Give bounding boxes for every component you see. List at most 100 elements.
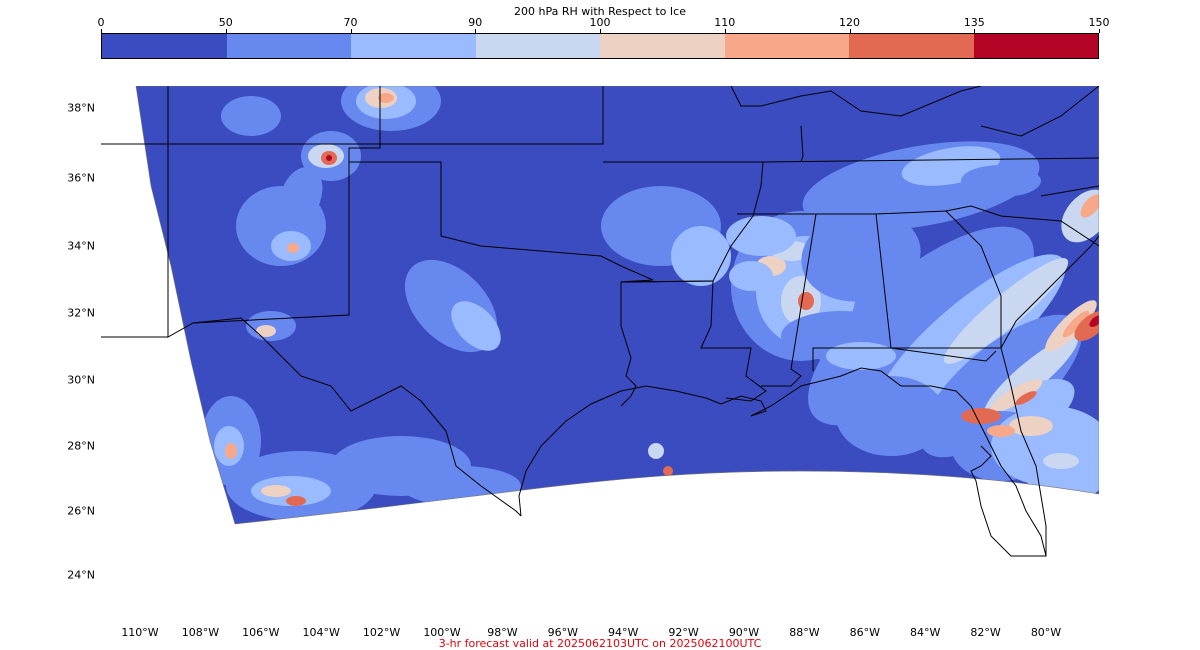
- latitude-label: 28°N: [67, 439, 95, 453]
- rh-contour-level-110: [287, 243, 299, 253]
- rh-contour-level-110: [225, 443, 237, 459]
- gulf-coast-east: [720, 367, 1047, 557]
- longitude-label: 88°W: [789, 626, 820, 639]
- rh-contour-level-135: [326, 155, 332, 161]
- tennessee-border: [762, 125, 1099, 163]
- colorbar-tick-label: 110: [714, 16, 736, 29]
- forecast-domain-outline: [135, 86, 1099, 525]
- longitude-label: 94°W: [608, 626, 639, 639]
- colorbar-title: 200 hPa RH with Respect to Ice: [514, 5, 686, 18]
- longitude-label: 110°W: [121, 626, 159, 639]
- rh-contour-level-50: [808, 226, 1034, 426]
- colorbar-tick-mark: [101, 29, 102, 33]
- forecast-caption: 3-hr forecast valid at 2025062103UTC on …: [438, 637, 762, 650]
- rh-contour-level-50: [801, 210, 921, 302]
- colorbar-tick-label: 100: [589, 16, 611, 29]
- longitude-label: 92°W: [668, 626, 699, 639]
- carolinas-border: [945, 185, 1099, 247]
- colorbar-tick-label: 50: [218, 16, 233, 29]
- state-boundaries: [101, 86, 1099, 557]
- colorbar-tick-label: 120: [839, 16, 860, 29]
- colorbar-segment: [849, 34, 974, 58]
- rh-contour-level-70: [451, 301, 501, 351]
- colorbar-tick-mark: [600, 29, 601, 33]
- latitude-label: 36°N: [67, 171, 95, 185]
- rh-contour-level-120: [798, 292, 814, 310]
- rh-contour-level-120: [961, 408, 1001, 424]
- longitude-label: 98°W: [487, 626, 518, 639]
- texas-border: [192, 279, 654, 517]
- latitude-label: 24°N: [67, 568, 95, 582]
- rh-contour-level-110: [1080, 194, 1099, 218]
- colorbar-tick-label: 70: [343, 16, 358, 29]
- latitude-label: 26°N: [67, 504, 95, 518]
- arizona-border: [101, 143, 168, 338]
- colorbar-tick-label: 135: [963, 16, 985, 29]
- colorado-kansas-border: [168, 86, 604, 145]
- rh-contour-level-70: [726, 216, 796, 256]
- rh-contour-level-100: [1009, 416, 1053, 436]
- rh-contour-level-50: [221, 96, 281, 136]
- rh-contour-level-110: [987, 425, 1015, 437]
- latitude-label: 30°N: [67, 373, 95, 387]
- rh-contour-level-90: [1043, 453, 1079, 469]
- kentucky-border: [730, 86, 982, 117]
- longitude-label: 100°W: [423, 626, 461, 639]
- longitude-label: 90°W: [728, 626, 760, 639]
- longitude-label: 80°W: [1030, 626, 1062, 639]
- rh-contour-level-90: [648, 443, 664, 459]
- longitude-label: 82°W: [970, 626, 1001, 639]
- colorbar-tick-mark: [724, 29, 726, 33]
- map-canvas: [101, 86, 1099, 557]
- longitude-label: 106°W: [242, 626, 280, 639]
- latitude-label: 32°N: [67, 306, 95, 320]
- colorbar-tick-mark: [1099, 29, 1100, 33]
- colorbar: [101, 33, 1099, 59]
- rh-contour-level-100: [989, 379, 1043, 413]
- longitude-label: 86°W: [849, 626, 880, 639]
- colorbar-segment: [973, 34, 1098, 58]
- longitude-label: 102°W: [362, 626, 401, 639]
- colorbar-tick-mark: [350, 29, 352, 33]
- rh-contours: [201, 86, 1099, 521]
- rh-contour-level-110: [1062, 310, 1090, 338]
- colorbar-segment: [102, 34, 227, 58]
- oklahoma-border: [349, 161, 654, 281]
- rh-contour-level-135: [1089, 315, 1099, 327]
- colorbar-segment: [475, 34, 600, 58]
- rh-contour-level-90: [943, 258, 1069, 364]
- atlantic-coast: [1000, 235, 1099, 349]
- rh-contour-level-70: [826, 342, 896, 370]
- rh-contour-level-120: [663, 466, 673, 476]
- rh-contour-level-50: [961, 165, 1041, 197]
- map-panel: [101, 86, 1099, 618]
- rh-contour-level-50: [279, 166, 323, 226]
- longitude-label: 108°W: [181, 626, 220, 639]
- colorbar-tick-mark: [475, 29, 477, 33]
- rh-contour-level-100: [261, 485, 291, 497]
- longitude-label: 84°W: [910, 626, 941, 639]
- rh-contour-level-100: [256, 325, 276, 337]
- latitude-label: 34°N: [67, 239, 95, 253]
- rh-contour-level-50: [401, 466, 521, 506]
- rh-contour-level-120: [1015, 391, 1037, 405]
- louisiana-border: [620, 280, 767, 402]
- colorbar-segment: [600, 34, 725, 58]
- colorbar-segment: [724, 34, 849, 58]
- longitude-label: 96°W: [547, 626, 578, 639]
- rh-contour-level-70: [671, 226, 731, 286]
- rh-contour-level-50: [836, 376, 946, 456]
- florida-atlantic-coast: [1000, 347, 1047, 556]
- rh-contour-level-120: [286, 496, 306, 506]
- latitude-label: 38°N: [67, 101, 95, 115]
- rh-contour-level-70: [729, 261, 773, 291]
- florida-panhandle-border: [813, 347, 997, 362]
- colorbar-segment: [351, 34, 476, 58]
- georgia-border: [875, 210, 1002, 349]
- mississippi-border: [737, 213, 817, 387]
- colorbar-tick-mark: [225, 29, 227, 33]
- colorbar-tick-mark: [974, 29, 976, 33]
- colorbar-tick-label: 90: [468, 16, 483, 29]
- virginia-border: [980, 86, 1099, 137]
- colorbar-tick-label: 0: [97, 16, 105, 29]
